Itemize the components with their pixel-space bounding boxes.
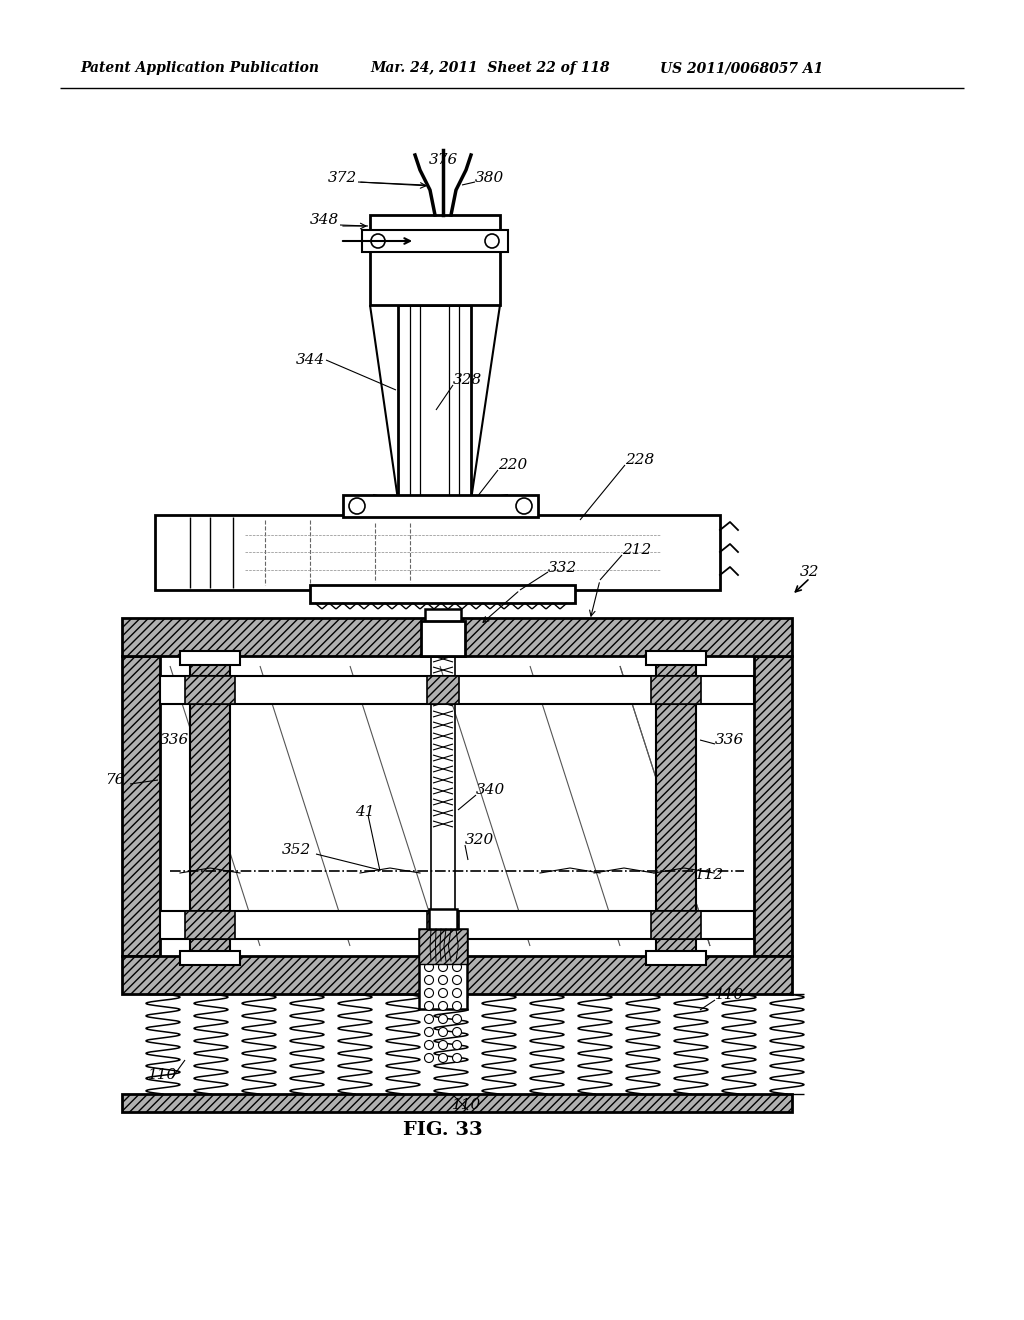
Circle shape xyxy=(438,1015,447,1023)
Text: 340: 340 xyxy=(476,783,505,797)
Text: Patent Application Publication: Patent Application Publication xyxy=(80,61,319,75)
Circle shape xyxy=(425,936,433,945)
Bar xyxy=(190,656,230,956)
Bar xyxy=(656,656,696,956)
Text: 212: 212 xyxy=(622,543,651,557)
Bar xyxy=(425,609,461,639)
Bar xyxy=(180,651,240,665)
Circle shape xyxy=(425,1027,433,1036)
Text: 220: 220 xyxy=(498,458,527,473)
Bar xyxy=(362,230,508,252)
Circle shape xyxy=(453,1015,462,1023)
Bar xyxy=(310,585,575,603)
Text: 336: 336 xyxy=(160,733,189,747)
Bar xyxy=(421,620,465,656)
Circle shape xyxy=(453,975,462,985)
Text: 336: 336 xyxy=(715,733,744,747)
Text: US 2011/0068057 A1: US 2011/0068057 A1 xyxy=(660,61,823,75)
Circle shape xyxy=(453,949,462,958)
Bar xyxy=(122,618,792,656)
Bar xyxy=(155,515,720,590)
Circle shape xyxy=(425,1053,433,1063)
Circle shape xyxy=(438,1040,447,1049)
Bar xyxy=(651,676,701,704)
Circle shape xyxy=(425,1040,433,1049)
Bar xyxy=(160,911,754,939)
Text: 328: 328 xyxy=(453,374,482,387)
Text: 41: 41 xyxy=(355,805,375,818)
Circle shape xyxy=(438,989,447,998)
Bar xyxy=(160,676,754,704)
Text: 112: 112 xyxy=(695,869,724,882)
Bar xyxy=(370,215,500,305)
Text: 76: 76 xyxy=(105,774,125,787)
Circle shape xyxy=(438,936,447,945)
Circle shape xyxy=(453,1027,462,1036)
Text: 110: 110 xyxy=(452,1098,481,1111)
Bar xyxy=(646,651,706,665)
Circle shape xyxy=(425,989,433,998)
Circle shape xyxy=(453,1002,462,1011)
Circle shape xyxy=(438,949,447,958)
Circle shape xyxy=(425,1015,433,1023)
Text: 228: 228 xyxy=(625,453,654,467)
Circle shape xyxy=(438,962,447,972)
Bar xyxy=(180,950,240,965)
Bar xyxy=(651,911,701,939)
Text: Mar. 24, 2011  Sheet 22 of 118: Mar. 24, 2011 Sheet 22 of 118 xyxy=(370,61,609,75)
Bar xyxy=(431,656,455,911)
Circle shape xyxy=(438,1053,447,1063)
Circle shape xyxy=(425,949,433,958)
Circle shape xyxy=(425,975,433,985)
Circle shape xyxy=(425,962,433,972)
Circle shape xyxy=(438,1027,447,1036)
Circle shape xyxy=(453,936,462,945)
Text: 372: 372 xyxy=(328,172,357,185)
Text: 110: 110 xyxy=(148,1068,177,1082)
Text: 332: 332 xyxy=(548,561,578,576)
Bar xyxy=(427,911,459,939)
Text: 110: 110 xyxy=(715,987,744,1002)
Bar xyxy=(185,911,234,939)
Bar xyxy=(419,929,467,964)
Text: FIG. 33: FIG. 33 xyxy=(403,1121,482,1139)
Bar xyxy=(429,909,457,929)
Bar xyxy=(646,950,706,965)
Circle shape xyxy=(371,234,385,248)
Bar xyxy=(122,956,792,994)
Bar xyxy=(185,676,234,704)
Bar xyxy=(398,305,471,500)
Text: 376: 376 xyxy=(428,153,458,168)
Bar xyxy=(419,929,467,1008)
Circle shape xyxy=(453,1053,462,1063)
Circle shape xyxy=(485,234,499,248)
Circle shape xyxy=(453,962,462,972)
Bar xyxy=(122,1094,792,1111)
Circle shape xyxy=(425,1002,433,1011)
Bar xyxy=(427,676,459,704)
Text: 320: 320 xyxy=(465,833,495,847)
Circle shape xyxy=(438,975,447,985)
Text: 380: 380 xyxy=(475,172,504,185)
Text: 352: 352 xyxy=(282,843,311,857)
Circle shape xyxy=(453,1040,462,1049)
Bar xyxy=(754,656,792,956)
Text: 348: 348 xyxy=(310,213,339,227)
Circle shape xyxy=(438,1002,447,1011)
Text: 344: 344 xyxy=(296,352,326,367)
Text: 32: 32 xyxy=(800,565,819,579)
Bar xyxy=(343,495,538,517)
Bar xyxy=(122,656,160,956)
Circle shape xyxy=(453,989,462,998)
Circle shape xyxy=(349,498,365,513)
Circle shape xyxy=(516,498,532,513)
